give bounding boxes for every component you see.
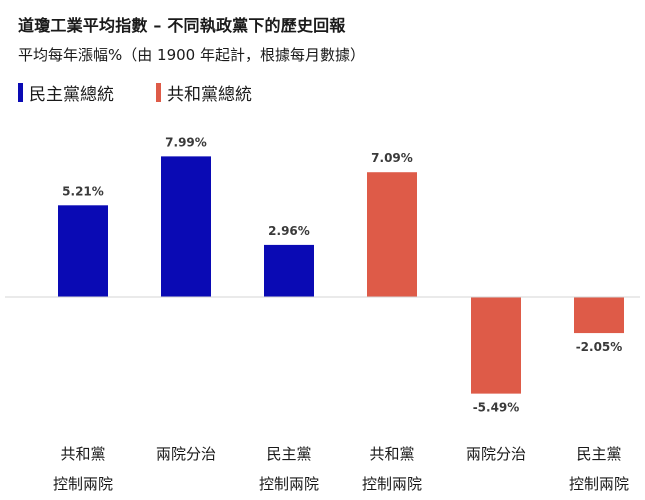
category-label-6-line-2: 控制兩院 (569, 475, 629, 493)
bar-democrat-2 (161, 156, 211, 297)
category-label-4-line-2: 控制兩院 (362, 475, 422, 493)
chart-subtitle: 平均每年漲幅%（由 1900 年起計，根據每月數據） (18, 46, 365, 64)
bar-value-label-2: 7.99% (165, 135, 207, 149)
bar-republican-4 (367, 172, 417, 297)
bar-democrat-1 (58, 205, 108, 297)
legend-item-democrat: 民主黨總統 (18, 80, 114, 105)
category-label-6-line-1: 民主黨 (576, 445, 621, 463)
category-label-1-line-2: 控制兩院 (53, 475, 113, 493)
bar-value-label-1: 5.21% (62, 184, 104, 198)
legend-swatch-democrat (18, 83, 23, 102)
legend-label-democrat: 民主黨總統 (29, 85, 114, 105)
chart-title: 道瓊工業平均指數 – 不同執政黨下的歷史回報 (18, 16, 346, 35)
legend: 民主黨總統 共和黨總統 (18, 80, 294, 105)
category-label-3-line-2: 控制兩院 (259, 475, 319, 493)
legend-swatch-republican (156, 83, 161, 102)
bar-value-label-6: -2.05% (576, 340, 623, 354)
legend-item-republican: 共和黨總統 (156, 80, 252, 105)
category-label-5-line-1: 兩院分治 (466, 445, 526, 463)
bar-democrat-3 (264, 244, 314, 297)
bars-layer (58, 156, 624, 394)
category-label-1-line-1: 共和黨 (60, 445, 105, 463)
bar-republican-6 (574, 297, 624, 334)
bar-republican-5 (471, 297, 521, 394)
bar-value-label-4: 7.09% (371, 151, 413, 165)
category-label-3-line-1: 民主黨 (266, 445, 311, 463)
bar-value-label-5: -5.49% (473, 401, 520, 415)
legend-label-republican: 共和黨總統 (167, 85, 252, 105)
category-label-2-line-1: 兩院分治 (156, 445, 216, 463)
category-label-4-line-1: 共和黨 (369, 445, 414, 463)
bar-value-label-3: 2.96% (268, 224, 310, 238)
